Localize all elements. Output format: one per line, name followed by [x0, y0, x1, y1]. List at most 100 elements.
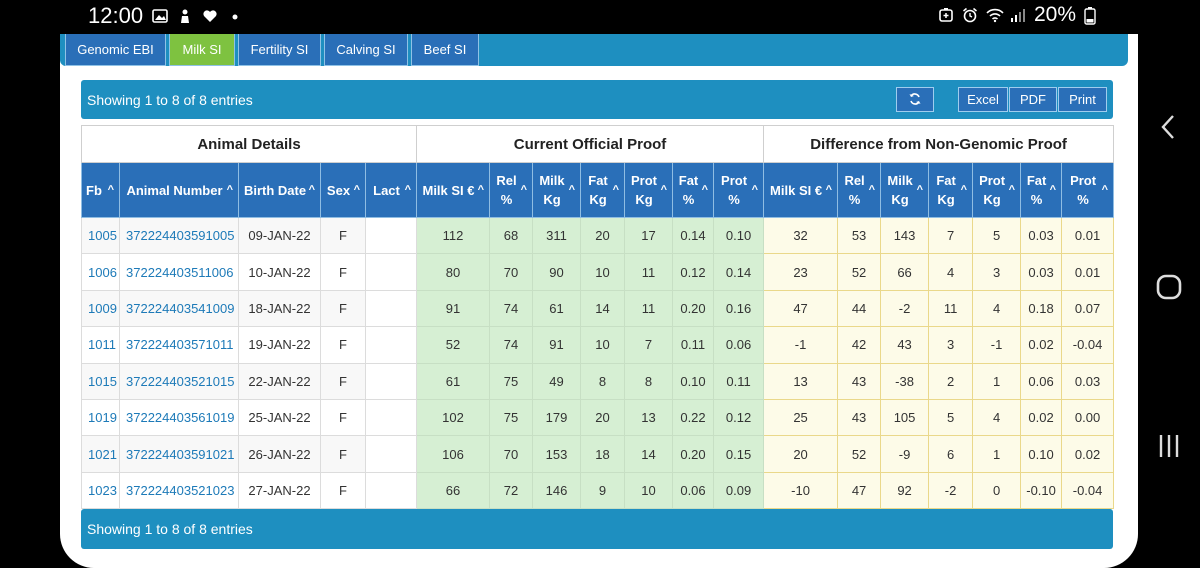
column-header-label: Prot: [979, 173, 1006, 188]
column-header-diff-milk-kg[interactable]: Milk Kg ^: [880, 162, 930, 218]
sort-icon[interactable]: ^: [868, 184, 876, 196]
cell-animal-number[interactable]: 372224403561019: [119, 398, 239, 437]
table-row: 1015 372224403521015 22-JAN-22 F 61 75 49 8 8 0.1…: [81, 362, 1115, 400]
cell-fb[interactable]: 1011: [81, 326, 120, 364]
cell-fat-pct: 0.20: [672, 435, 714, 473]
sort-icon[interactable]: ^: [1049, 184, 1057, 196]
column-header-prot-kg[interactable]: Prot Kg ^: [624, 162, 673, 218]
sort-icon[interactable]: ^: [520, 184, 527, 196]
sort-icon[interactable]: ^: [477, 184, 484, 196]
cell-birth-date: 10-JAN-22: [238, 253, 321, 291]
cell-sex: F: [320, 435, 366, 473]
sort-icon[interactable]: ^: [568, 184, 575, 196]
cell-fb[interactable]: 1021: [81, 435, 120, 473]
column-header-milk-si[interactable]: Milk SI € ^: [416, 162, 490, 218]
cell-diff-prot-kg: 0: [972, 471, 1022, 510]
column-header-lact[interactable]: Lact ^: [365, 162, 417, 218]
column-header-diff-fat-kg[interactable]: Fat Kg ^: [928, 162, 974, 218]
cell-animal-number[interactable]: 372224403521023: [119, 471, 239, 510]
cell-diff-fat-pct: 0.03: [1020, 216, 1063, 255]
tab-calving-si[interactable]: Calving SI: [324, 34, 408, 66]
cell-fat-pct: 0.11: [672, 326, 714, 364]
cell-diff-rel: 52: [837, 435, 882, 473]
sort-icon[interactable]: ^: [960, 184, 968, 196]
tab-milk-si[interactable]: Milk SI: [169, 34, 235, 66]
cell-animal-number[interactable]: 372224403571011: [119, 326, 239, 364]
cell-lact: [365, 289, 417, 328]
column-header-diff-prot-pct[interactable]: Prot% ^: [1061, 162, 1115, 218]
group-difference-from-non-genomic: Difference from Non-Genomic Proof: [763, 125, 1115, 163]
column-header-sex[interactable]: Sex ^: [320, 162, 366, 218]
sort-icon[interactable]: ^: [612, 184, 619, 196]
column-header-unit: %: [682, 192, 695, 207]
cell-fat-pct: 0.22: [672, 398, 714, 437]
cell-fb[interactable]: 1023: [81, 471, 120, 510]
cell-diff-milk-kg: -2: [880, 289, 930, 328]
column-header-fat-kg[interactable]: Fat Kg ^: [580, 162, 625, 218]
column-header-animal-number[interactable]: Animal Number ^: [119, 162, 239, 218]
column-header-birth-date[interactable]: Birth Date ^: [238, 162, 321, 218]
sort-icon[interactable]: ^: [353, 184, 360, 196]
cell-fb[interactable]: 1015: [81, 362, 120, 400]
column-header-fb[interactable]: Fb ^: [81, 162, 120, 218]
column-header-diff-prot-kg[interactable]: Prot Kg ^: [972, 162, 1022, 218]
cell-fb[interactable]: 1005: [81, 216, 120, 255]
cell-animal-number[interactable]: 372224403541009: [119, 289, 239, 328]
tab-beef-si[interactable]: Beef SI: [411, 34, 479, 66]
table-footer: Showing 1 to 8 of 8 entries: [81, 509, 1113, 549]
cell-rel: 74: [489, 326, 533, 364]
recents-icon[interactable]: [1138, 433, 1200, 459]
cell-lact: [365, 435, 417, 473]
column-header-label: Animal Number: [126, 182, 223, 198]
column-header-diff-fat-pct[interactable]: Fat% ^: [1020, 162, 1063, 218]
sort-icon[interactable]: ^: [308, 184, 315, 196]
cell-animal-number[interactable]: 372224403521015: [119, 362, 239, 400]
print-button[interactable]: Print: [1058, 87, 1107, 112]
cell-lact: [365, 398, 417, 437]
cell-diff-prot-kg: -1: [972, 326, 1022, 364]
column-header-fat-pct[interactable]: Fat% ^: [672, 162, 714, 218]
sort-icon[interactable]: ^: [701, 184, 708, 196]
excel-button[interactable]: Excel: [958, 87, 1008, 112]
back-icon[interactable]: [1138, 114, 1200, 140]
tab-genomic-ebi[interactable]: Genomic EBI: [65, 34, 166, 66]
sort-icon[interactable]: ^: [916, 184, 924, 196]
sort-icon[interactable]: ^: [751, 184, 759, 196]
cell-diff-fat-pct: 0.03: [1020, 253, 1063, 291]
cell-fb[interactable]: 1006: [81, 253, 120, 291]
sort-icon[interactable]: ^: [660, 184, 667, 196]
sort-icon[interactable]: ^: [404, 184, 411, 196]
cell-diff-fat-pct: 0.06: [1020, 362, 1063, 400]
cell-animal-number[interactable]: 372224403591021: [119, 435, 239, 473]
cell-milk-kg: 311: [532, 216, 581, 255]
column-header-label: Milk SI €: [422, 182, 475, 198]
cell-animal-number[interactable]: 372224403511006: [119, 253, 239, 291]
column-header-unit: Kg: [543, 192, 561, 207]
sort-icon[interactable]: ^: [107, 184, 114, 196]
column-header-rel[interactable]: Rel% ^: [489, 162, 533, 218]
sort-icon[interactable]: ^: [226, 184, 233, 196]
table-toolbar: Showing 1 to 8 of 8 entries Excel PDF Pr…: [81, 80, 1113, 119]
column-header-diff-milk-si[interactable]: Milk SI € ^: [763, 162, 839, 218]
sort-icon[interactable]: ^: [1008, 184, 1016, 196]
cell-prot-pct: 0.10: [712, 216, 765, 255]
home-icon[interactable]: [1138, 273, 1200, 301]
column-header-unit: Kg: [589, 192, 607, 207]
column-header-label: Prot: [721, 173, 748, 188]
battery-saver-icon: [938, 7, 954, 23]
cell-animal-number[interactable]: 372224403591005: [119, 216, 239, 255]
refresh-button[interactable]: [896, 87, 934, 112]
column-header-prot-pct[interactable]: Prot% ^: [712, 162, 765, 218]
cell-diff-fat-pct: -0.10: [1020, 471, 1063, 510]
sort-icon[interactable]: ^: [1101, 184, 1109, 196]
cell-diff-milk-si: -1: [763, 326, 839, 364]
column-header-milk-kg[interactable]: Milk Kg ^: [532, 162, 581, 218]
cell-milk-kg: 61: [532, 289, 581, 328]
tab-fertility-si[interactable]: Fertility SI: [238, 34, 321, 66]
app-screen: 12:00: [60, 0, 1138, 568]
cell-fb[interactable]: 1009: [81, 289, 120, 328]
column-header-diff-rel[interactable]: Rel% ^: [837, 162, 882, 218]
cell-fb[interactable]: 1019: [81, 398, 120, 437]
sort-icon[interactable]: ^: [825, 184, 833, 196]
pdf-button[interactable]: PDF: [1009, 87, 1057, 112]
